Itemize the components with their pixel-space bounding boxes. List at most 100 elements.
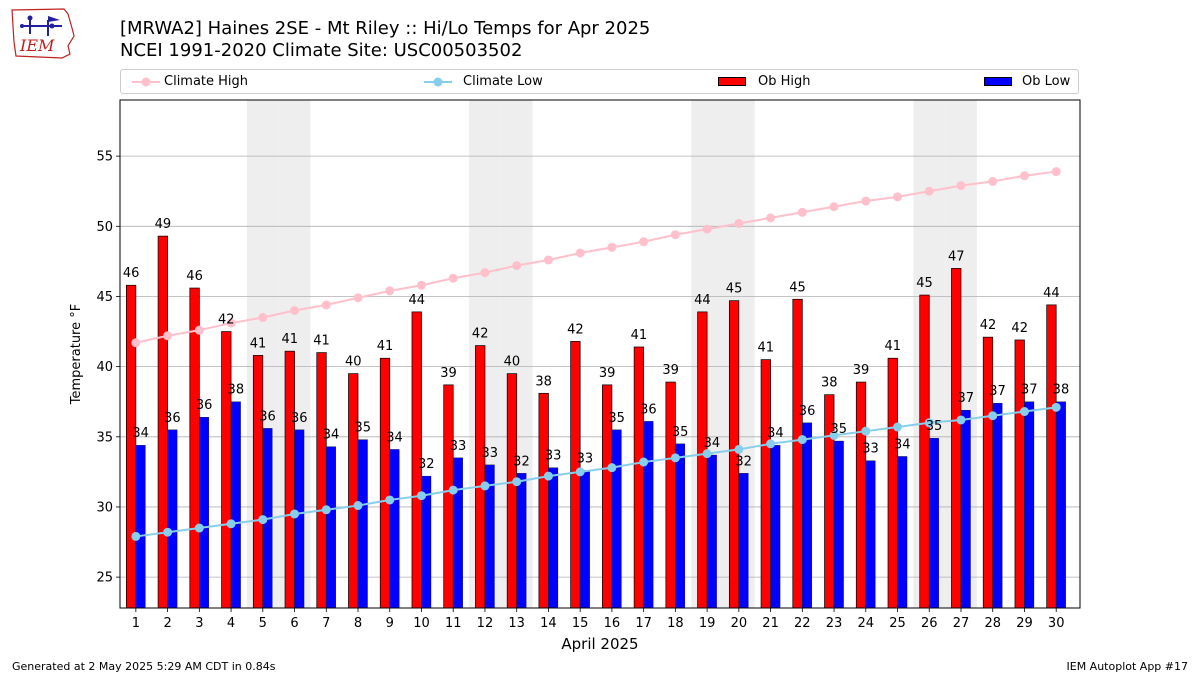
- ob-low-bar: [516, 473, 527, 609]
- ob-low-label: 38: [1053, 383, 1070, 398]
- ob-high-label: 41: [250, 336, 267, 351]
- ob-high-label: 42: [1011, 321, 1028, 336]
- legend-label-ob-low: Ob Low: [1022, 74, 1071, 89]
- ob-high-bar: [379, 357, 391, 609]
- climate-high-line-icon: [132, 77, 160, 87]
- y-tick-label: 50: [96, 220, 113, 235]
- climate-low-point: [607, 463, 617, 473]
- climate-high-point: [290, 305, 300, 315]
- climate-low-point: [639, 457, 649, 467]
- ob-low-label: 34: [894, 437, 911, 452]
- ob-high-label: 41: [313, 334, 330, 349]
- ob-high-bar: [792, 298, 803, 609]
- climate-high-point: [448, 273, 458, 283]
- climate-high-point: [163, 331, 173, 341]
- ob-low-label: 36: [799, 404, 816, 419]
- climate-high-point: [194, 325, 204, 335]
- x-tick-label: 22: [794, 616, 811, 631]
- climate-high-point: [1019, 171, 1029, 181]
- climate-low-point: [512, 477, 522, 487]
- climate-low-point: [226, 519, 236, 529]
- ob-low-bar: [453, 457, 463, 609]
- climate-high-point: [829, 202, 839, 212]
- climate-low-point: [893, 422, 903, 432]
- climate-low-point: [131, 531, 141, 541]
- climate-high-point: [480, 268, 490, 278]
- climate-high-point: [924, 186, 934, 196]
- ob-high-bar: [443, 384, 454, 609]
- ob-high-label: 40: [504, 355, 521, 370]
- climate-low-point: [829, 430, 839, 440]
- x-tick-label: 9: [386, 616, 394, 631]
- x-tick-label: 16: [604, 616, 621, 631]
- ob-low-label: 35: [831, 422, 848, 437]
- ob-high-label: 41: [282, 332, 299, 347]
- ob-low-label: 35: [926, 419, 943, 434]
- ob-high-bar: [697, 311, 708, 609]
- climate-low-point: [1019, 407, 1029, 417]
- climate-low-point: [988, 411, 998, 421]
- ob-high-bar: [982, 336, 994, 609]
- climate-high-point: [512, 261, 522, 271]
- x-tick-label: 29: [1016, 616, 1033, 631]
- x-tick-label: 3: [195, 616, 203, 631]
- legend-label-ob-high: Ob High: [758, 74, 811, 89]
- climate-high-point: [766, 213, 776, 223]
- ob-high-bar: [506, 373, 518, 609]
- y-tick-label: 40: [96, 360, 113, 375]
- ob-high-label: 38: [821, 376, 838, 391]
- climate-high-point: [416, 280, 426, 290]
- ob-low-label: 36: [164, 411, 181, 426]
- ob-high-bar: [252, 355, 264, 609]
- ob-low-bar: [960, 409, 971, 609]
- x-tick-label: 11: [445, 616, 462, 631]
- x-tick-label: 18: [667, 616, 684, 631]
- x-tick-label: 27: [953, 616, 970, 631]
- ob-low-label: 38: [228, 383, 245, 398]
- legend-label-climate-high: Climate High: [164, 74, 249, 89]
- ob-high-label: 38: [535, 374, 552, 389]
- ob-low-label: 33: [545, 449, 562, 464]
- logo-text: IEM: [19, 36, 55, 55]
- ob-high-label: 46: [186, 269, 203, 284]
- climate-low-point: [163, 527, 173, 537]
- y-tick-label: 30: [96, 500, 113, 515]
- ob-low-label: 36: [291, 411, 308, 426]
- climate-high-point: [385, 286, 395, 296]
- ob-low-bar: [802, 422, 812, 609]
- x-tick-label: 8: [354, 616, 362, 631]
- legend-item-ob-low: Ob Low: [984, 74, 1076, 90]
- ob-high-label: 39: [440, 366, 457, 381]
- climate-low-point: [543, 471, 553, 481]
- climate-low-point: [702, 449, 712, 459]
- climate-low-point: [321, 505, 331, 515]
- ob-high-bar: [125, 284, 137, 609]
- ob-low-label: 34: [323, 428, 340, 443]
- ob-high-bar: [348, 373, 359, 609]
- ob-low-bar: [580, 470, 590, 609]
- ob-high-label: 44: [1043, 286, 1060, 301]
- ob-low-label: 35: [355, 421, 372, 436]
- y-tick-label: 45: [96, 290, 113, 305]
- climate-high-point: [575, 248, 585, 258]
- x-tick-label: 17: [635, 616, 652, 631]
- climate-high-point: [353, 293, 363, 303]
- ob-low-label: 32: [735, 454, 752, 469]
- x-tick-label: 1: [132, 616, 140, 631]
- x-tick-label: 26: [921, 616, 938, 631]
- legend-item-climate-low: Climate Low: [423, 74, 593, 90]
- ob-high-bar: [887, 357, 898, 609]
- ob-low-label: 33: [450, 439, 467, 454]
- climate-low-point: [924, 418, 934, 428]
- x-tick-label: 28: [984, 616, 1001, 631]
- ob-low-bar: [992, 402, 1003, 609]
- ob-high-label: 42: [980, 318, 997, 333]
- ob-low-bar: [389, 449, 400, 609]
- ob-high-label: 41: [631, 328, 648, 343]
- y-axis-label: Temperature °F: [69, 304, 84, 405]
- ob-high-bar: [284, 350, 295, 609]
- climate-low-point: [797, 435, 807, 445]
- ob-low-bar: [326, 446, 336, 609]
- climate-high-point: [226, 318, 236, 328]
- x-axis-label: April 2025: [561, 635, 638, 653]
